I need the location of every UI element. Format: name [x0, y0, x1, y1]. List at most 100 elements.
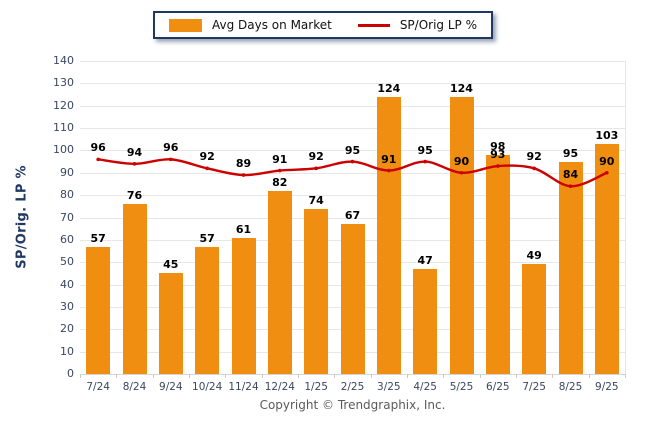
x-tick-label: 11/24 [228, 381, 259, 393]
bar-value-label: 76 [126, 189, 143, 203]
x-tick-mark [443, 374, 445, 378]
x-tick-label: 12/24 [264, 381, 295, 393]
bar [558, 161, 583, 374]
line-point-marker [169, 157, 173, 162]
line-point-marker [278, 168, 282, 173]
gridline [80, 83, 625, 85]
bar-value-label: 74 [308, 193, 324, 207]
line-value-label: 90 [453, 154, 470, 168]
x-tick-label: 5/25 [449, 381, 474, 393]
x-tick-label: 9/24 [159, 381, 183, 393]
y-tick-label: 70 [60, 210, 74, 224]
x-tick-label: 7/24 [86, 381, 110, 393]
plot-right-border [625, 61, 626, 374]
line-point-marker [205, 166, 209, 171]
bar [522, 264, 547, 374]
line-value-label: 93 [490, 148, 506, 162]
line-point-marker [532, 166, 536, 171]
x-tick-mark [80, 374, 81, 378]
x-tick-mark [625, 374, 626, 378]
y-tick-label: 50 [60, 255, 74, 269]
y-tick-label: 120 [53, 98, 74, 112]
x-tick-mark [116, 374, 118, 378]
x-axis-line [80, 374, 625, 375]
bar-value-label: 57 [199, 231, 215, 245]
y-tick-label: 40 [60, 277, 74, 291]
x-tick-mark [225, 374, 227, 378]
bar-value-label: 45 [163, 258, 179, 272]
line-point-marker [241, 173, 246, 177]
x-tick-mark [479, 374, 481, 378]
bar-value-label: 103 [595, 128, 619, 142]
bar [195, 246, 220, 374]
y-tick-label: 140 [53, 54, 74, 67]
bar-value-label: 82 [272, 175, 288, 189]
x-tick-label: 9/25 [595, 381, 619, 393]
y-axis-title: SP/Orig. LP % [14, 165, 30, 269]
line-point-marker [459, 170, 464, 175]
line-point-marker [496, 164, 500, 168]
legend-line-label: SP/Orig LP % [399, 18, 477, 32]
x-tick-label: 8/24 [122, 381, 147, 393]
x-tick-mark [370, 374, 372, 378]
bar-value-label: 95 [562, 146, 579, 160]
line-value-label: 92 [199, 150, 215, 164]
gridline [80, 150, 625, 152]
x-tick-mark [588, 374, 590, 378]
bar-value-label: 47 [417, 253, 433, 267]
bar [86, 246, 111, 374]
gridline [80, 61, 625, 62]
bar-value-label: 124 [450, 81, 473, 95]
x-tick-mark [298, 374, 299, 378]
y-tick-label: 110 [53, 121, 74, 135]
line-point-marker [605, 170, 609, 175]
x-tick-mark [552, 374, 554, 378]
legend: Avg Days on Market SP/Orig LP % [153, 11, 493, 39]
y-tick-label: 80 [60, 188, 74, 202]
bar-value-label: 98 [490, 139, 506, 153]
line-point-marker [387, 168, 391, 173]
x-tick-label: 10/24 [192, 381, 223, 393]
x-tick-mark [261, 374, 263, 378]
bar [376, 96, 401, 374]
line-series-swatch-icon [357, 23, 390, 27]
x-tick-label: 6/25 [486, 381, 510, 393]
y-tick-label: 60 [60, 232, 74, 246]
x-tick-label: 2/25 [340, 381, 365, 393]
copyright-text: Copyright © Trendgraphix, Inc. [259, 398, 446, 412]
line-value-label: 91 [381, 152, 397, 166]
y-tick-label: 90 [60, 165, 74, 179]
line-value-label: 92 [526, 150, 542, 164]
x-tick-label: 3/25 [377, 381, 401, 393]
bar [594, 143, 619, 374]
x-tick-mark [152, 374, 154, 378]
line-point-marker [132, 162, 137, 166]
line-point-marker [314, 166, 318, 171]
line-value-label: 94 [126, 145, 143, 159]
gridline [80, 195, 625, 197]
x-tick-mark [516, 374, 517, 378]
x-tick-mark [407, 374, 408, 378]
y-tick-label: 0 [67, 367, 74, 380]
bar [231, 237, 256, 374]
bar [413, 268, 438, 374]
bar [158, 273, 183, 374]
bar [304, 208, 329, 374]
x-tick-label: 4/25 [413, 381, 437, 393]
bar-value-label: 57 [90, 231, 106, 245]
line-series-svg [96, 157, 609, 188]
y-tick-label: 30 [60, 299, 74, 313]
bar [267, 190, 292, 374]
bar-value-label: 67 [344, 209, 361, 223]
gridline [80, 128, 625, 130]
bar [340, 224, 365, 374]
line-value-label: 90 [599, 154, 615, 168]
line-point-marker [423, 159, 427, 164]
line-point-marker [350, 159, 355, 164]
y-tick-label: 100 [53, 143, 74, 157]
line-value-label: 89 [235, 157, 252, 171]
bar-value-label: 61 [235, 222, 252, 236]
y-tick-label: 130 [53, 76, 74, 90]
x-tick-label: 7/25 [522, 381, 546, 393]
